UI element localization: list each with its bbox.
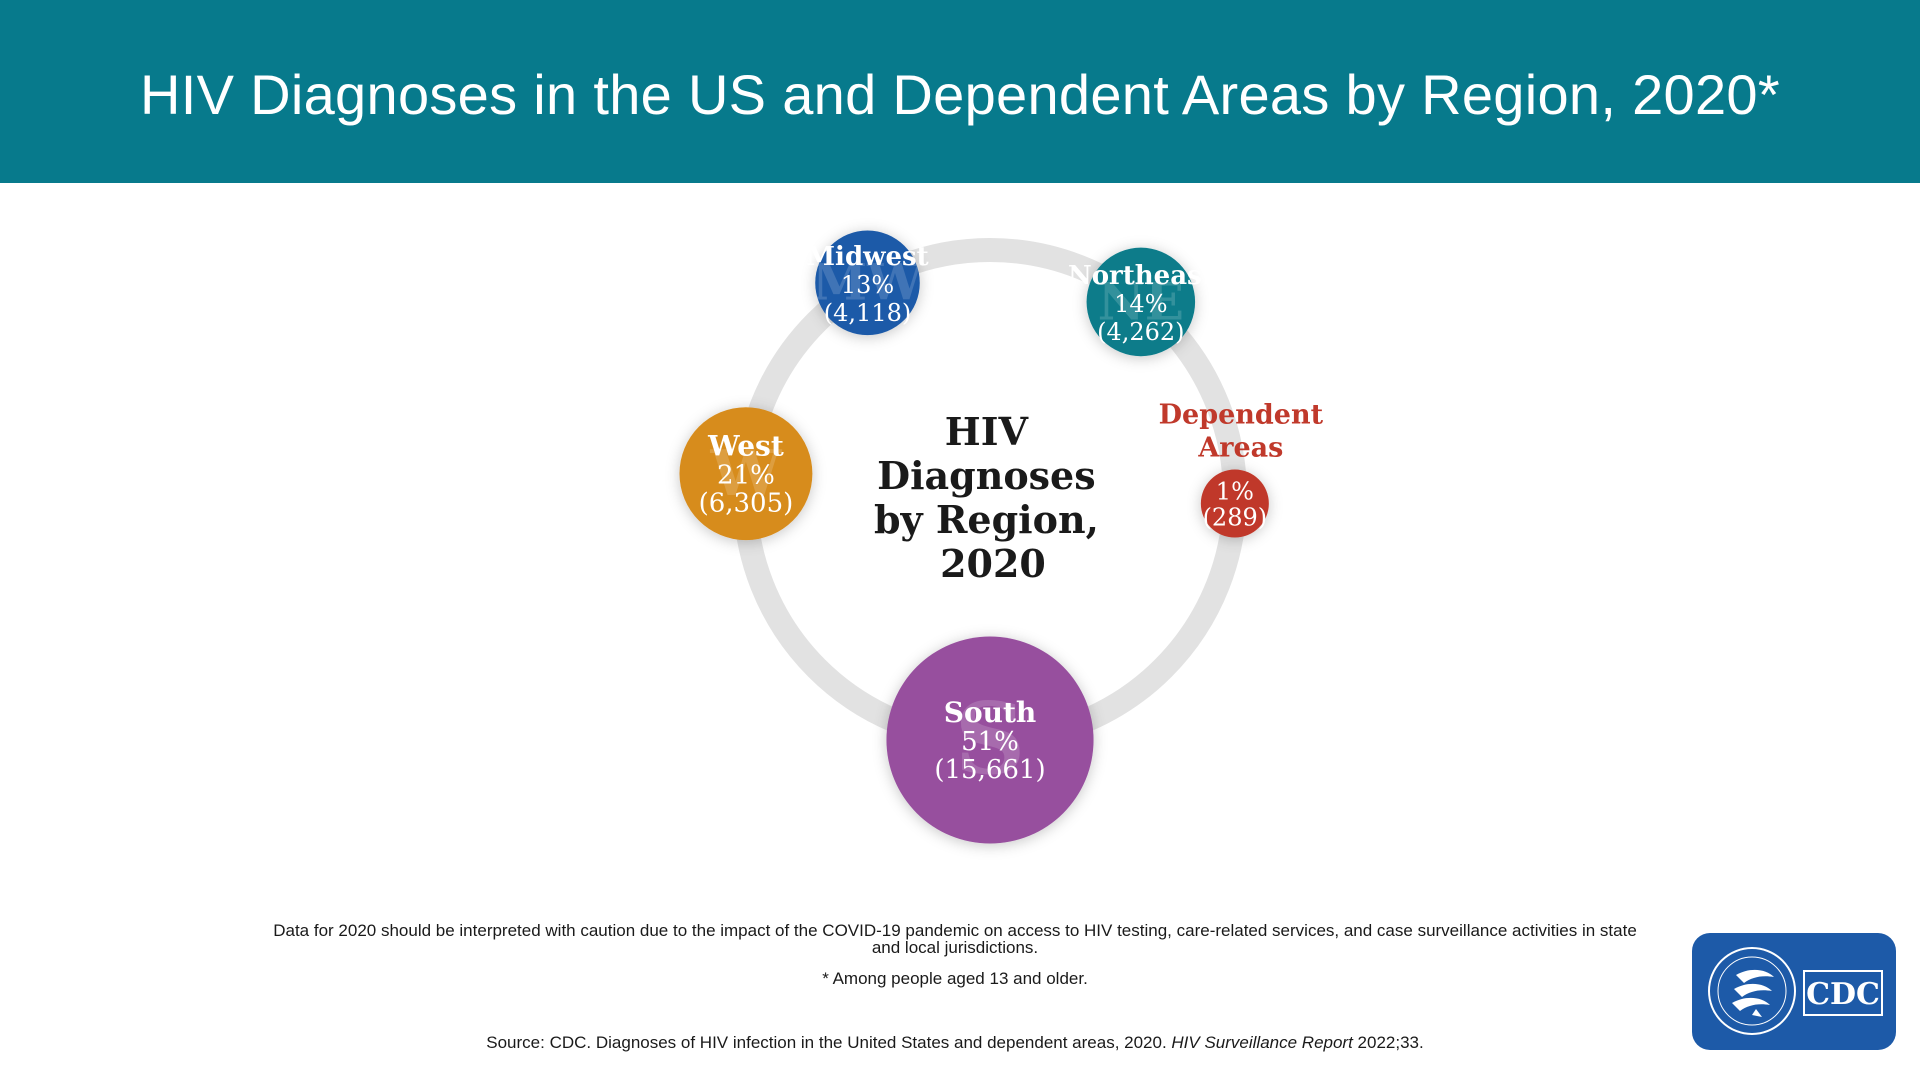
page-title: HIV Diagnoses in the US and Dependent Ar… xyxy=(140,63,1780,126)
center-title-line: 2020 xyxy=(940,541,1046,586)
source-journal: HIV Surveillance Report xyxy=(1171,1033,1353,1052)
bubble-dependent-areas-mark xyxy=(1200,469,1269,538)
cdc-box xyxy=(1803,970,1883,1016)
bubble-west-mark xyxy=(679,407,813,541)
bubble-percent-label: 1% xyxy=(1216,478,1254,506)
bubble-northeast-mark xyxy=(1086,247,1196,357)
bubble-percent-label: 13% xyxy=(841,271,894,299)
bubble-name-label: West xyxy=(707,430,784,463)
bubble-watermark: NE xyxy=(1098,272,1184,332)
header-banner xyxy=(0,0,1920,183)
bubble-watermark: W xyxy=(709,436,782,510)
source-suffix: 2022;33. xyxy=(1352,1033,1424,1052)
cdc-wordmark: CDC xyxy=(1806,977,1880,1012)
bubble-midwest-mark xyxy=(815,230,920,336)
center-title: HIV Diagnoses by Region, 2020 xyxy=(874,409,1112,586)
bubble-count-label: (6,305) xyxy=(699,489,794,519)
bubble-count-label: (15,661) xyxy=(934,755,1045,785)
bubble-count-label: (4,262) xyxy=(1097,318,1184,346)
bubble-percent-label: 21% xyxy=(717,461,775,491)
hhs-seal-ring xyxy=(1708,947,1796,1035)
hhs-eagle-icon xyxy=(1732,969,1774,1017)
bubble-percent-label: 51% xyxy=(961,727,1019,757)
hhs-cdc-logo: CDC xyxy=(1708,947,1883,1035)
bubble-name-label: Dependent xyxy=(1159,400,1324,431)
source-citation: Source: CDC. Diagnoses of HIV infection … xyxy=(270,1033,1640,1053)
center-title-line: HIV xyxy=(945,409,1030,454)
bubble-name-label: Midwest xyxy=(806,242,928,272)
caveat-note: Data for 2020 should be interpreted with… xyxy=(273,921,1637,957)
center-title-line: Diagnoses xyxy=(877,453,1096,498)
bubble-name-label: Areas xyxy=(1197,433,1283,464)
bubble-name-label: South xyxy=(944,696,1037,729)
bubble-name-label: Northeast xyxy=(1068,261,1214,291)
bubble-percent-label: 14% xyxy=(1114,290,1167,318)
age-footnote: * Among people aged 13 and older. xyxy=(822,969,1088,988)
bubble-count-label: (4,118) xyxy=(824,299,911,327)
source-prefix: Source: CDC. Diagnoses of HIV infection … xyxy=(486,1033,1172,1052)
bubble-watermark: S xyxy=(954,682,1025,797)
bubble-south-mark xyxy=(886,636,1094,844)
bubble-watermark: MW xyxy=(812,253,924,312)
center-title-line: by Region, xyxy=(874,497,1099,542)
hhs-seal-inner-ring xyxy=(1717,956,1787,1026)
bubble-count-label: (289) xyxy=(1203,504,1268,532)
cdc-logo-badge: CDC xyxy=(1692,933,1896,1050)
